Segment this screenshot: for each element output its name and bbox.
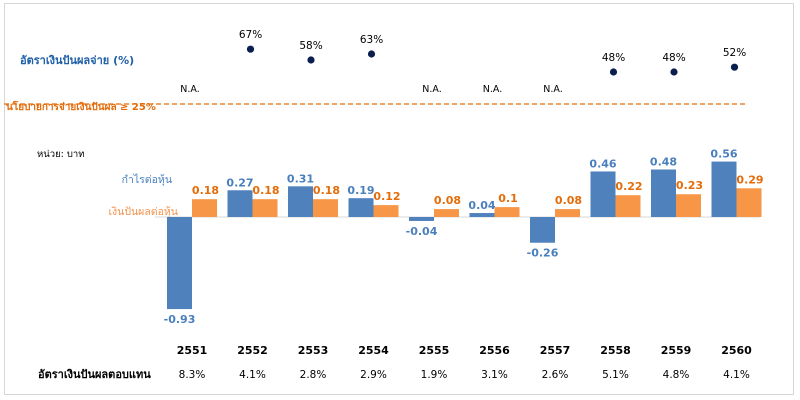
dps-bar	[252, 199, 278, 217]
eps-value: 0.31	[287, 172, 314, 185]
payout-na: N.A.	[422, 84, 441, 95]
payout-na: N.A.	[180, 84, 199, 95]
payout-dot	[670, 68, 678, 76]
yield-value: 3.1%	[481, 369, 508, 381]
yield-value: 2.6%	[542, 369, 569, 381]
year-label: 2557	[540, 344, 571, 357]
yield-value: 4.8%	[663, 369, 690, 381]
yield-value: 4.1%	[239, 369, 266, 381]
labels-layer: -0.930.18N.A.25518.3%0.270.1867%25524.1%…	[164, 29, 764, 381]
dps-bar	[736, 188, 762, 217]
payout-dot	[307, 56, 315, 64]
year-label: 2560	[721, 344, 752, 357]
dps-value: 0.23	[676, 179, 703, 192]
yield-value: 2.9%	[360, 369, 387, 381]
year-label: 2555	[419, 344, 450, 357]
year-label: 2553	[298, 344, 329, 357]
payout-value: 48%	[662, 52, 685, 64]
payout-value: 52%	[723, 47, 746, 59]
eps-bar	[348, 198, 374, 217]
payout-value: 63%	[360, 34, 383, 46]
eps-bar	[227, 190, 253, 217]
eps-bar	[288, 186, 313, 217]
eps-bar	[590, 171, 616, 217]
payout-value: 58%	[299, 40, 322, 52]
eps-value: 0.48	[650, 155, 677, 168]
bars-layer	[167, 161, 762, 310]
year-label: 2551	[177, 344, 208, 357]
yield-value: 8.3%	[179, 369, 206, 381]
eps-value: 0.27	[226, 176, 253, 189]
payout-value: 67%	[239, 29, 262, 41]
eps-value: -0.04	[406, 225, 438, 238]
dps-bar	[373, 205, 399, 217]
payout-value: 48%	[602, 52, 625, 64]
yield-value: 4.1%	[723, 369, 750, 381]
eps-value: 0.46	[589, 157, 616, 170]
year-label: 2554	[358, 344, 389, 357]
yield-value: 5.1%	[602, 369, 629, 381]
eps-bar	[409, 217, 434, 221]
dps-value: 0.18	[313, 184, 340, 197]
eps-bar	[530, 217, 555, 243]
eps-bar	[469, 213, 495, 217]
payout-na: N.A.	[483, 84, 502, 95]
dps-bar	[192, 199, 217, 217]
payout-dot	[609, 68, 618, 76]
dps-bar	[434, 209, 459, 217]
year-label: 2556	[479, 344, 510, 357]
payout-ratio-label: อัตราเงินปันผลจ่าย (%)	[20, 54, 134, 67]
eps-bar	[711, 161, 737, 217]
eps-value: -0.26	[527, 247, 559, 260]
year-label: 2558	[600, 344, 631, 357]
dps-value: 0.1	[498, 192, 518, 205]
dps-bar	[615, 195, 641, 217]
dps-value: 0.08	[434, 194, 461, 207]
dps-bar	[313, 199, 338, 217]
year-label: 2559	[661, 344, 692, 357]
eps-bar	[651, 169, 676, 217]
payout-dot	[367, 50, 376, 58]
dps-bar	[494, 207, 520, 217]
policy-label: นโยบายการจ่ายเงินปันผล ≥ 25%	[6, 100, 156, 113]
payout-dot	[246, 45, 255, 53]
eps-bar	[167, 217, 192, 310]
eps-value: 0.56	[710, 148, 737, 161]
dps-value: 0.18	[252, 184, 279, 197]
eps-value: 0.04	[468, 199, 495, 212]
dps-value: 0.22	[615, 180, 642, 193]
eps-value: -0.93	[164, 313, 196, 326]
dps-bar	[555, 209, 580, 217]
dividend-yield-label: อัตราเงินปันผลตอบแทน	[38, 368, 151, 381]
payout-dot	[730, 63, 739, 71]
yield-value: 1.9%	[421, 369, 448, 381]
yield-value: 2.8%	[300, 369, 327, 381]
eps-value: 0.19	[347, 184, 374, 197]
dps-value: 0.18	[192, 184, 219, 197]
year-label: 2552	[237, 344, 268, 357]
payout-na: N.A.	[543, 84, 562, 95]
dps-value: 0.29	[736, 173, 763, 186]
dps-value: 0.08	[555, 194, 582, 207]
legend-dps: เงินปันผลต่อหุ้น	[108, 206, 178, 218]
dps-value: 0.12	[373, 190, 400, 203]
chart-frame	[4, 3, 794, 395]
legend-eps: กำไรต่อหุ้น	[122, 173, 172, 186]
unit-label: หน่วย: บาท	[37, 149, 85, 160]
dps-bar	[676, 194, 701, 217]
